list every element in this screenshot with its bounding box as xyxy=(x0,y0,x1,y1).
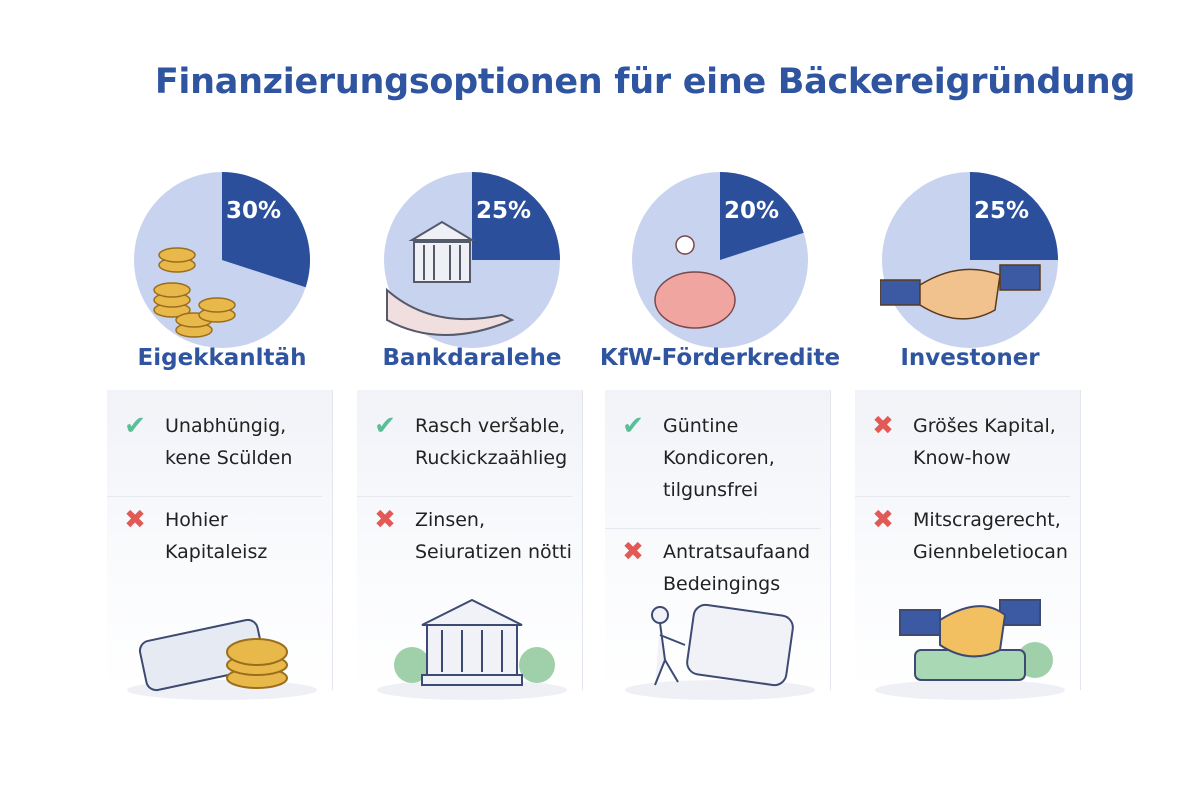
cross-icon: ✖ xyxy=(872,505,894,535)
piggy-bank-icon xyxy=(654,235,736,329)
pros-cons-card: ✔ Rasch veršable, Ruckickzaählieg ✖ Zins… xyxy=(357,390,583,690)
bank-icon xyxy=(386,220,515,336)
item-text: Rasch veršable, Ruckickzaählieg xyxy=(415,415,568,469)
percent-label: 25% xyxy=(974,198,1030,224)
percent-label: 20% xyxy=(724,198,780,224)
divider xyxy=(855,496,1070,497)
pro-item: ✔ Rasch veršable, Ruckickzaählieg xyxy=(369,410,567,474)
divider xyxy=(107,496,322,497)
cash-and-coin-icon xyxy=(127,618,317,700)
pie-share xyxy=(970,172,1058,260)
pie-share xyxy=(222,172,310,288)
option-name: Investoner xyxy=(900,345,1040,371)
con-item: ✖ Gröšes Kapital, Know-how xyxy=(867,410,1056,474)
pie-share xyxy=(720,172,804,260)
pro-item: ✔ Güntine Kondicoren, tilgunsfrei xyxy=(617,410,775,506)
percent-label: 30% xyxy=(226,198,282,224)
paperwork-icon xyxy=(625,603,815,700)
item-text: Mitscragerecht, Giennbeletiocan xyxy=(913,509,1068,563)
pie-chart xyxy=(880,172,1058,348)
check-icon: ✔ xyxy=(124,411,146,441)
option-name: KfW-Förderkredite xyxy=(599,345,841,371)
option-name: Eigekkanltäh xyxy=(137,345,307,371)
pie-share xyxy=(472,172,560,260)
pie-chart xyxy=(632,172,808,348)
pros-cons-card: ✔ Güntine Kondicoren, tilgunsfrei ✖ Antr… xyxy=(605,390,831,690)
handshake-money-icon xyxy=(875,599,1065,700)
cross-icon: ✖ xyxy=(124,505,146,535)
cross-icon: ✖ xyxy=(872,411,894,441)
item-text: Unabhüngig, kene Scülden xyxy=(165,415,293,469)
con-item: ✖ Mitscragerecht, Giennbeletiocan xyxy=(867,504,1068,568)
option-name: Bankdaralehe xyxy=(382,345,562,371)
item-text: Hohier Kapitaleisz xyxy=(165,509,268,563)
item-text: Zinsen, Seiuratizen nötti xyxy=(415,509,572,563)
con-item: ✖ Zinsen, Seiuratizen nötti xyxy=(369,504,572,568)
cross-icon: ✖ xyxy=(622,537,644,567)
cross-icon: ✖ xyxy=(374,505,396,535)
bank-building-icon xyxy=(377,598,567,700)
page-title: Finanzierungsoptionen für eine Bäckereig… xyxy=(154,62,1136,102)
pro-item: ✔ Unabhüngig, kene Scülden xyxy=(119,410,292,474)
coins-icon xyxy=(153,247,236,338)
handshake-icon xyxy=(880,264,1041,320)
percent-label: 25% xyxy=(476,198,532,224)
divider xyxy=(605,528,820,529)
check-icon: ✔ xyxy=(622,411,644,441)
pie-chart xyxy=(384,172,560,348)
pie-chart xyxy=(134,172,310,348)
divider xyxy=(357,496,572,497)
item-text: Güntine Kondicoren, tilgunsfrei xyxy=(663,415,775,501)
item-text: Gröšes Kapital, Know-how xyxy=(913,415,1056,469)
con-item: ✖ Antratsaufaand Bedeingings xyxy=(617,536,810,600)
con-item: ✖ Hohier Kapitaleisz xyxy=(119,504,267,568)
item-text: Antratsaufaand Bedeingings xyxy=(663,541,811,595)
check-icon: ✔ xyxy=(374,411,396,441)
